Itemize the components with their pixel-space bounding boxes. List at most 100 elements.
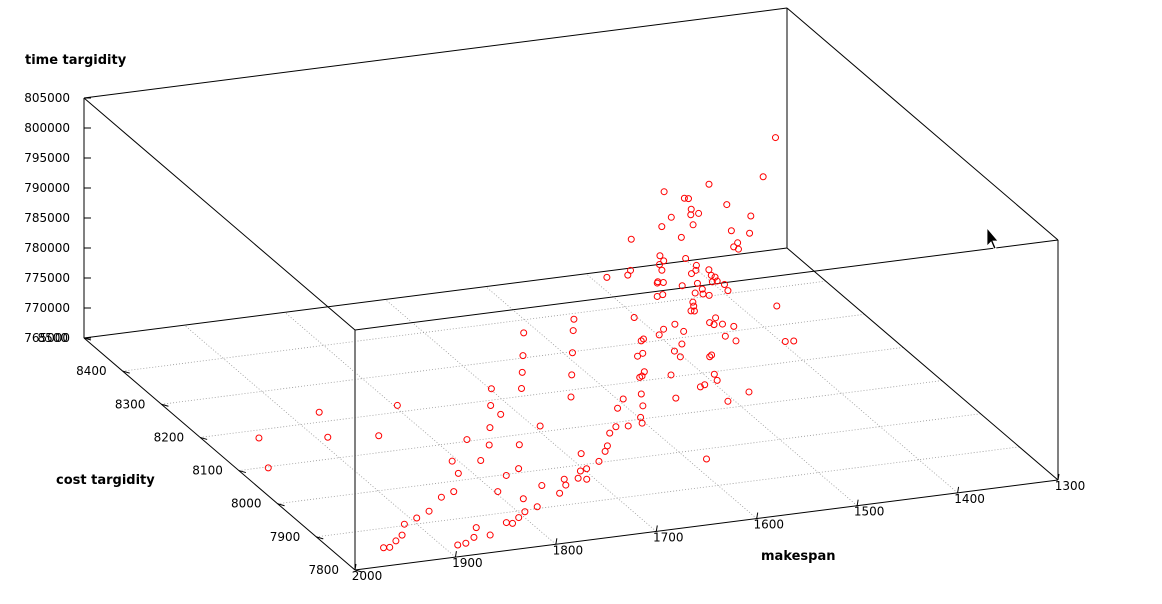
x-tick-label: 1400: [954, 492, 985, 506]
data-point: [639, 349, 647, 357]
data-point: [730, 322, 738, 330]
data-point: [494, 488, 502, 496]
z-tick-label: 770000: [24, 301, 70, 315]
data-point: [680, 194, 688, 202]
data-point: [724, 287, 732, 295]
data-point: [745, 388, 753, 396]
plot-box: [83, 7, 1059, 571]
data-point: [627, 235, 635, 243]
data-point: [690, 307, 698, 315]
grid-line-x: [184, 324, 456, 558]
y-axis-title: cost targidity: [56, 473, 155, 488]
data-point: [425, 507, 433, 515]
data-point: [713, 277, 721, 285]
y-tick-mark: [161, 403, 169, 407]
data-point: [658, 266, 666, 274]
data-point: [601, 447, 609, 455]
data-point: [711, 273, 719, 281]
box-edge: [83, 7, 788, 99]
grid-line-x: [284, 311, 557, 545]
data-point: [659, 279, 667, 287]
data-point: [485, 441, 493, 449]
data-point: [705, 180, 713, 188]
data-point: [437, 493, 445, 501]
data-point: [706, 353, 714, 361]
grid-line-x: [385, 299, 657, 532]
box-edge: [83, 337, 356, 571]
data-point: [624, 422, 632, 430]
data-point: [689, 221, 697, 229]
data-point: [497, 410, 505, 418]
data-point: [606, 429, 614, 437]
data-point: [718, 320, 726, 328]
data-point: [486, 424, 494, 432]
x-tick-mark: [655, 525, 658, 532]
z-tick-label: 795000: [24, 151, 70, 165]
data-point: [667, 213, 675, 221]
data-point: [603, 273, 611, 281]
data-point: [486, 531, 494, 539]
data-point: [477, 456, 485, 464]
tick-labels: 1300 1400 1500 1600 1700 1800 1900 2000 7800 7900…: [24, 91, 1085, 583]
data-point: [640, 368, 648, 376]
z-tick-label: 785000: [24, 211, 70, 225]
y-tick-label: 7800: [308, 563, 339, 577]
data-point: [570, 315, 578, 323]
data-point: [712, 314, 720, 322]
data-point: [691, 289, 699, 297]
data-point: [386, 543, 394, 551]
data-point: [520, 329, 528, 337]
box-edge: [83, 247, 788, 339]
data-point: [721, 332, 729, 340]
data-points: [255, 134, 798, 552]
x-tick-mark: [1057, 473, 1060, 481]
data-point: [515, 441, 523, 449]
data-point: [689, 298, 697, 306]
data-point: [324, 433, 332, 441]
box-edge: [354, 479, 1059, 571]
data-point: [772, 134, 779, 142]
data-point: [538, 482, 546, 490]
x-tick-mark: [756, 512, 759, 519]
data-point: [562, 481, 570, 489]
data-point: [705, 266, 713, 274]
data-point: [724, 397, 732, 405]
x-tick-label: 1700: [653, 530, 684, 544]
z-axis-title: time targidity: [25, 53, 127, 68]
data-point: [639, 335, 647, 343]
data-point: [519, 495, 527, 503]
data-point: [706, 319, 714, 327]
data-point: [707, 271, 715, 279]
data-point: [656, 261, 664, 269]
data-point: [518, 368, 526, 376]
data-point: [682, 255, 690, 263]
z-tick-label: 800000: [24, 121, 70, 135]
y-tick-mark: [238, 470, 246, 474]
data-point: [454, 541, 462, 549]
data-point: [705, 291, 713, 299]
y-tick-mark: [277, 503, 285, 507]
data-point: [574, 474, 582, 482]
data-point: [515, 465, 523, 473]
y-tick-label: 8000: [231, 497, 262, 511]
x-tick-label: 1600: [753, 518, 784, 532]
data-point: [515, 514, 523, 522]
data-point: [619, 395, 627, 403]
data-point: [703, 455, 710, 463]
data-point: [583, 465, 591, 473]
data-point: [614, 404, 622, 412]
data-point: [637, 337, 645, 345]
data-point: [658, 223, 666, 231]
grid-line-x: [686, 260, 958, 494]
y-tick-label: 8400: [76, 364, 107, 378]
data-point: [710, 321, 718, 329]
data-point: [710, 370, 718, 378]
data-point: [698, 285, 706, 293]
grid-line-y: [277, 413, 981, 505]
y-tick-mark: [122, 370, 130, 374]
box-edge: [354, 239, 1059, 331]
data-point: [630, 314, 638, 322]
box-edge: [786, 7, 1059, 241]
data-point: [315, 408, 323, 416]
